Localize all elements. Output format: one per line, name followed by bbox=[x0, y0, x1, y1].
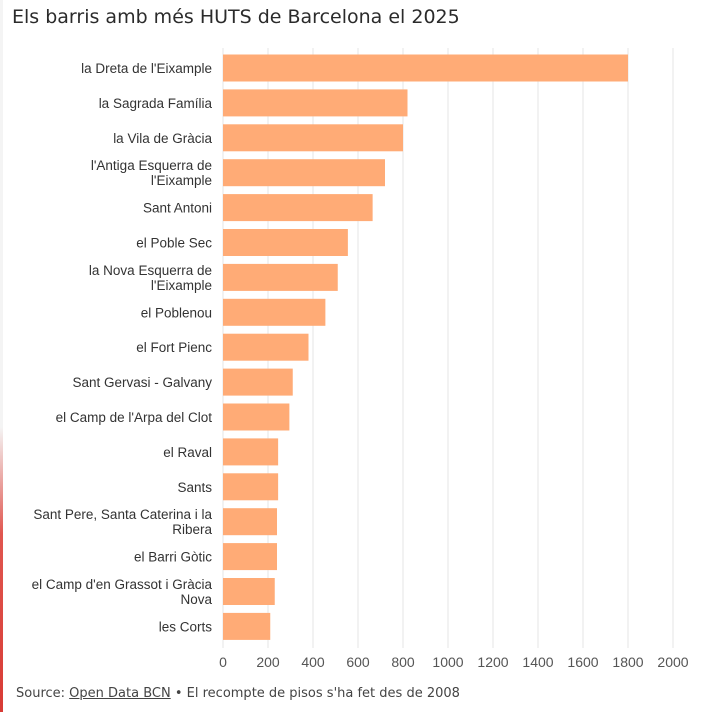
category-label-line: l'Antiga Esquerra de bbox=[91, 158, 212, 173]
category-label: el Poblenou bbox=[141, 305, 212, 320]
bar[interactable] bbox=[223, 124, 403, 152]
bar[interactable] bbox=[223, 368, 293, 396]
category-label: el Camp d'en Grassot i Gràcia Nova bbox=[32, 577, 213, 607]
category-label-line: Ribera bbox=[172, 522, 212, 537]
category-labels: la Dreta de l'Eixample la Sagrada Família… bbox=[32, 61, 213, 634]
footer-separator: • bbox=[174, 686, 183, 701]
category-label-line: Nova bbox=[180, 592, 212, 607]
x-tick-label: 200 bbox=[256, 654, 280, 670]
bar[interactable] bbox=[223, 54, 628, 82]
chart-title: Els barris amb més HUTS de Barcelona el … bbox=[12, 6, 460, 28]
x-tick-label: 1400 bbox=[522, 654, 553, 670]
x-tick-label: 1600 bbox=[567, 654, 598, 670]
bar[interactable] bbox=[223, 473, 279, 501]
category-label: Sant Gervasi - Galvany bbox=[72, 375, 212, 390]
category-label-line: la Dreta de l'Eixample bbox=[81, 61, 212, 76]
category-label: Sant Antoni bbox=[143, 201, 212, 216]
bar[interactable] bbox=[223, 543, 277, 571]
category-label: Sants bbox=[177, 480, 212, 495]
category-label-line: la Nova Esquerra de bbox=[89, 263, 212, 278]
bars bbox=[223, 54, 628, 640]
category-label: la Nova Esquerra de l'Eixample bbox=[89, 263, 212, 293]
category-label-line: el Barri Gòtic bbox=[134, 550, 212, 565]
x-tick-label: 1000 bbox=[432, 654, 463, 670]
x-tick-label: 1800 bbox=[612, 654, 643, 670]
category-label-line: l'Eixample bbox=[151, 173, 212, 188]
category-label: el Camp de l'Arpa del Clot bbox=[56, 410, 213, 425]
category-label-line: el Fort Pienc bbox=[136, 340, 212, 355]
category-label-line: el Raval bbox=[163, 445, 212, 460]
bar[interactable] bbox=[223, 298, 326, 326]
category-label: Sant Pere, Santa Caterina i la Ribera bbox=[33, 507, 212, 537]
category-label: el Raval bbox=[163, 445, 212, 460]
bar[interactable] bbox=[223, 403, 290, 431]
category-label: la Dreta de l'Eixample bbox=[81, 61, 212, 76]
category-label-line: Sant Gervasi - Galvany bbox=[72, 375, 212, 390]
category-label-line: l'Eixample bbox=[151, 278, 212, 293]
category-label-line: les Corts bbox=[159, 619, 213, 634]
footer-note: El recompte de pisos s'ha fet des de 200… bbox=[186, 686, 460, 701]
category-label-line: Sant Pere, Santa Caterina i la bbox=[33, 507, 212, 522]
page-left-edge bbox=[0, 0, 3, 712]
x-tick-label: 2000 bbox=[657, 654, 688, 670]
bar[interactable] bbox=[223, 159, 385, 187]
category-label-line: el Poble Sec bbox=[136, 236, 212, 251]
category-label-line: Sant Antoni bbox=[143, 201, 212, 216]
category-label-line: el Camp de l'Arpa del Clot bbox=[56, 410, 213, 425]
bar[interactable] bbox=[223, 438, 279, 466]
x-tick-label: 1200 bbox=[477, 654, 508, 670]
category-label-line: la Vila de Gràcia bbox=[113, 131, 212, 146]
x-tick-label: 0 bbox=[219, 654, 227, 670]
category-label-line: Sants bbox=[177, 480, 212, 495]
chart-footer: Source: Open Data BCN • El recompte de p… bbox=[16, 686, 460, 701]
bar[interactable] bbox=[223, 578, 275, 605]
category-label: la Sagrada Família bbox=[99, 96, 213, 111]
category-label-line: el Poblenou bbox=[141, 305, 212, 320]
category-label: el Poble Sec bbox=[136, 236, 212, 251]
category-label: la Vila de Gràcia bbox=[113, 131, 212, 146]
source-label: Source: bbox=[16, 686, 66, 701]
bar[interactable] bbox=[223, 89, 408, 117]
x-tick-label: 600 bbox=[346, 654, 370, 670]
bar[interactable] bbox=[223, 194, 373, 222]
category-label-line: el Camp d'en Grassot i Gràcia bbox=[32, 577, 213, 592]
category-label: el Barri Gòtic bbox=[134, 550, 212, 565]
x-axis-tick-labels: 0 200 400 600 800 1000 1200 1400 1600 1800 2000 bbox=[219, 654, 689, 670]
category-label: les Corts bbox=[159, 619, 213, 634]
category-label: el Fort Pienc bbox=[136, 340, 212, 355]
bar[interactable] bbox=[223, 263, 338, 291]
source-link[interactable]: Open Data BCN bbox=[69, 686, 171, 701]
x-tick-label: 400 bbox=[301, 654, 325, 670]
category-label-line: la Sagrada Família bbox=[99, 96, 213, 111]
bar[interactable] bbox=[223, 229, 348, 256]
x-tick-label: 800 bbox=[391, 654, 415, 670]
bar[interactable] bbox=[223, 333, 309, 361]
category-label: l'Antiga Esquerra de l'Eixample bbox=[91, 158, 212, 188]
bar[interactable] bbox=[223, 612, 271, 640]
bar[interactable] bbox=[223, 508, 277, 536]
